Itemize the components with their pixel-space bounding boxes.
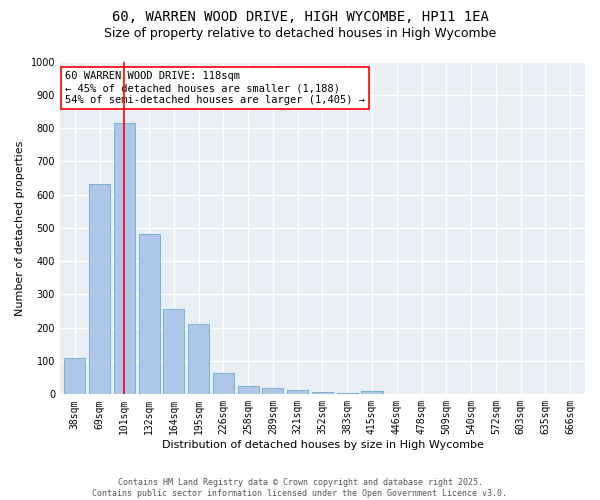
Text: Size of property relative to detached houses in High Wycombe: Size of property relative to detached ho… bbox=[104, 28, 496, 40]
Bar bbox=[361, 391, 383, 394]
Bar bbox=[262, 388, 283, 394]
Bar bbox=[89, 184, 110, 394]
Text: 60, WARREN WOOD DRIVE, HIGH WYCOMBE, HP11 1EA: 60, WARREN WOOD DRIVE, HIGH WYCOMBE, HP1… bbox=[112, 10, 488, 24]
Bar bbox=[64, 358, 85, 395]
Bar bbox=[337, 392, 358, 394]
Bar bbox=[114, 123, 135, 394]
Bar bbox=[163, 310, 184, 394]
Bar bbox=[213, 372, 234, 394]
Bar bbox=[188, 324, 209, 394]
Bar bbox=[312, 392, 333, 394]
Bar bbox=[287, 390, 308, 394]
Bar bbox=[238, 386, 259, 394]
X-axis label: Distribution of detached houses by size in High Wycombe: Distribution of detached houses by size … bbox=[161, 440, 484, 450]
Bar bbox=[139, 234, 160, 394]
Text: 60 WARREN WOOD DRIVE: 118sqm
← 45% of detached houses are smaller (1,188)
54% of: 60 WARREN WOOD DRIVE: 118sqm ← 45% of de… bbox=[65, 72, 365, 104]
Text: Contains HM Land Registry data © Crown copyright and database right 2025.
Contai: Contains HM Land Registry data © Crown c… bbox=[92, 478, 508, 498]
Y-axis label: Number of detached properties: Number of detached properties bbox=[15, 140, 25, 316]
